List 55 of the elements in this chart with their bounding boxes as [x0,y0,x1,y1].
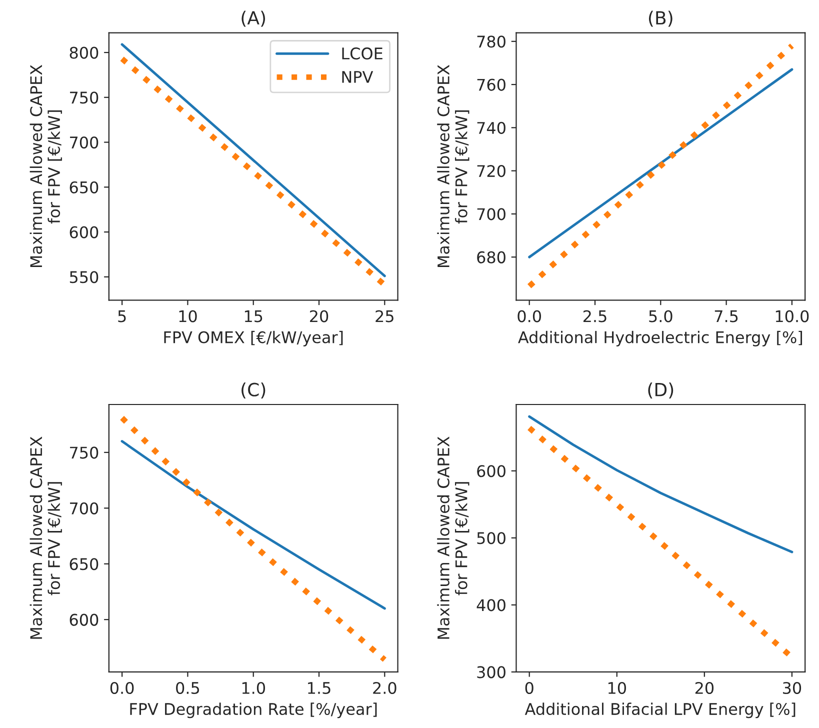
y-tick-label: 600 [70,614,98,626]
y-tick-label: 550 [70,271,98,284]
chart-title: (A) [242,10,266,27]
chart-title: (B) [648,10,672,27]
line-series [120,440,386,610]
y-tick-label: 740 [477,122,506,134]
x-tick-label: 0.0 [110,682,134,694]
x-tick-label: 20 [310,310,328,322]
x-tick-label: 2.5 [583,310,606,322]
y-tick-label: 650 [70,181,98,194]
chart-title: (C) [242,382,266,399]
x-axis-title: FPV OMEX [€/kW/year] [164,330,343,346]
y-axis-title: Maximum Allowed CAPEX for FPV [€/kW] [437,436,470,639]
x-tick-label: 5 [118,310,126,322]
y-axis-title: Maximum Allowed CAPEX for FPV [€/kW] [30,64,62,268]
y-axis-title: Maximum Allowed CAPEX for FPV [€/kW] [437,64,470,268]
y-tick-label: 680 [477,251,506,264]
x-tick-label: 0 [525,682,534,694]
y-tick-label: 750 [70,92,98,104]
x-tick-label: 30 [783,682,802,694]
x-tick-label: 20 [695,682,714,694]
y-axis-title: Maximum Allowed CAPEX for FPV [€/kW] [30,436,62,639]
x-axis-title: FPV Degradation Rate [%/year] [130,702,377,718]
x-axis-title: Additional Bifacial LPV Energy [%] [524,702,796,718]
y-tick-label: 780 [477,36,506,48]
legend-label: LCOE [342,47,382,60]
x-tick-label: 10 [179,310,197,322]
x-tick-label: 10 [608,682,626,694]
x-axis-title: Additional Hydroelectric Energy [%] [518,330,802,346]
line-series [528,415,794,554]
legend-label: NPV [342,71,374,83]
y-tick-label: 600 [477,465,506,478]
y-tick-label: 300 [477,666,506,678]
x-tick-label: 0.0 [518,310,541,322]
y-tick-label: 700 [70,136,98,149]
chart-title: (D) [648,382,674,399]
y-tick-label: 750 [70,446,98,459]
x-tick-label: 2.0 [373,682,396,694]
x-tick-label: 1.0 [242,682,265,694]
x-tick-label: 1.5 [308,682,330,694]
x-tick-label: 10.0 [776,310,809,322]
y-tick-label: 760 [477,78,506,91]
y-tick-label: 500 [477,532,506,544]
y-tick-label: 600 [70,226,98,238]
y-tick-label: 700 [70,502,98,514]
y-tick-label: 650 [70,558,98,570]
x-tick-label: 25 [376,310,394,322]
x-tick-label: 5.0 [649,310,672,322]
x-tick-label: 15 [244,310,262,322]
y-tick-label: 700 [477,208,506,220]
y-tick-label: 720 [477,165,506,178]
x-tick-label: 7.5 [714,310,738,322]
y-tick-label: 400 [476,599,506,612]
y-tick-label: 800 [70,46,98,59]
x-tick-label: 0.5 [176,682,200,694]
